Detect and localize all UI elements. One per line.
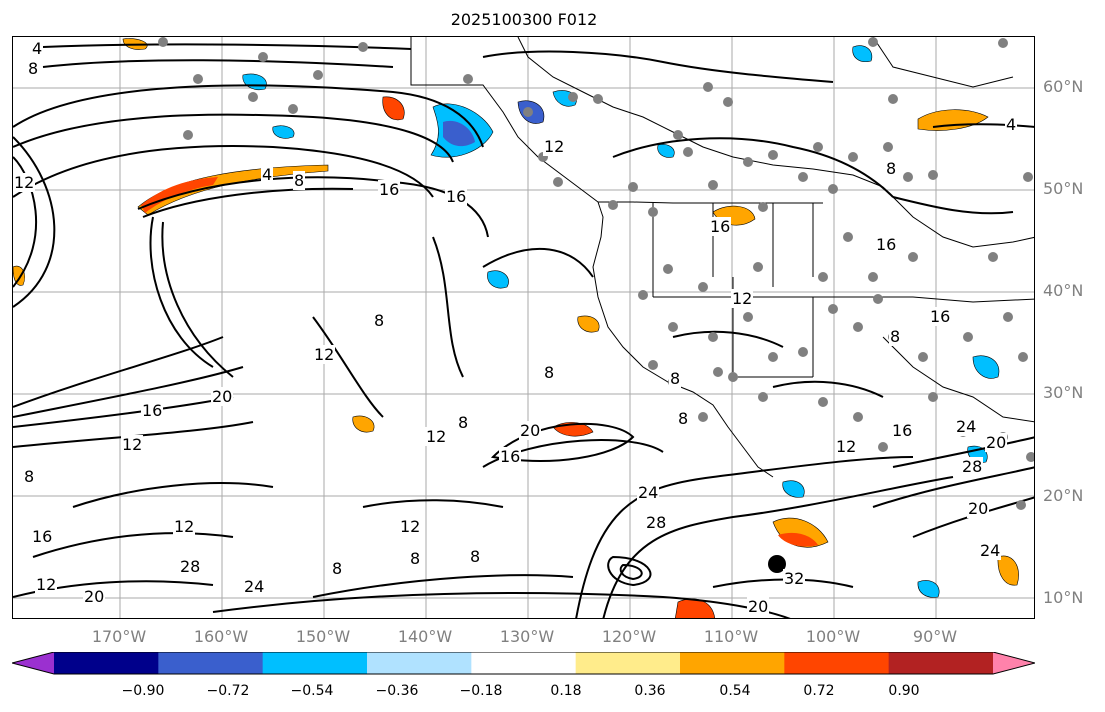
contour-label: 12 bbox=[313, 345, 336, 364]
contour-label: 12 bbox=[731, 289, 754, 308]
contour-label: 16 bbox=[141, 401, 164, 420]
contour-label: 16 bbox=[445, 187, 468, 206]
contour-label: 16 bbox=[499, 447, 522, 466]
colorbar-segment bbox=[54, 652, 159, 674]
contour-label: 8 bbox=[543, 363, 556, 382]
colorbar-tick-label: −0.54 bbox=[290, 683, 334, 699]
contour-label: 24 bbox=[637, 483, 660, 502]
latitude-label: 10°N bbox=[1043, 588, 1084, 607]
contour-label: 8 bbox=[373, 311, 386, 330]
contour-label: 28 bbox=[961, 457, 984, 476]
longitude-label: 170°W bbox=[91, 627, 147, 646]
contour-label: 8 bbox=[885, 159, 898, 178]
latitude-label: 60°N bbox=[1043, 77, 1084, 96]
contour-label: 8 bbox=[677, 409, 690, 428]
tropical-cyclone-marker bbox=[768, 555, 786, 573]
colorbar-tick-label: 0.90 bbox=[888, 683, 920, 699]
longitude-label: 140°W bbox=[397, 627, 453, 646]
contour-label: 24 bbox=[243, 577, 266, 596]
contour-label: 8 bbox=[23, 467, 36, 486]
contour-label: 20 bbox=[747, 597, 770, 616]
colorbar-segment bbox=[471, 652, 577, 674]
contour-label: 12 bbox=[121, 435, 144, 454]
colorbar-tick-label: −0.72 bbox=[206, 683, 250, 699]
colorbar-tick-label: 0.18 bbox=[550, 683, 582, 699]
colorbar-tick-label: 0.36 bbox=[634, 683, 666, 699]
map-canvas bbox=[13, 37, 1034, 618]
contour-label: 8 bbox=[889, 327, 902, 346]
longitude-label: 100°W bbox=[805, 627, 861, 646]
contour-label: 32 bbox=[783, 569, 806, 588]
longitude-label: 120°W bbox=[601, 627, 657, 646]
shaded-field bbox=[13, 38, 1019, 618]
latitude-label: 30°N bbox=[1043, 383, 1084, 402]
contour-label: 8 bbox=[293, 171, 306, 190]
latitude-label: 20°N bbox=[1043, 486, 1084, 505]
contour-label: 20 bbox=[967, 499, 990, 518]
colorbar-extend-low bbox=[12, 652, 54, 674]
contour-label: 12 bbox=[425, 427, 448, 446]
colorbar bbox=[12, 652, 1035, 675]
contour-label: 20 bbox=[211, 387, 234, 406]
contour-label: 4 bbox=[1005, 115, 1018, 134]
colorbar-tick-label: 0.54 bbox=[719, 683, 751, 699]
map-panel: 4 8 4 8 16 16 12 4 8 16 16 12 16 16 24 2… bbox=[12, 36, 1035, 619]
colorbar-segment bbox=[158, 652, 264, 674]
contour-label: 12 bbox=[543, 137, 566, 156]
contour-label: 16 bbox=[929, 307, 952, 326]
longitude-label: 130°W bbox=[499, 627, 555, 646]
contour-label: 12 bbox=[13, 173, 36, 192]
contour-label: 4 bbox=[31, 39, 44, 58]
map-gridlines bbox=[13, 37, 1034, 618]
latitude-label: 40°N bbox=[1043, 281, 1084, 300]
longitude-label: 150°W bbox=[295, 627, 351, 646]
contour-label: 16 bbox=[709, 217, 732, 236]
contour-label: 8 bbox=[331, 559, 344, 578]
colorbar-tick-label: 0.72 bbox=[803, 683, 835, 699]
contour-label: 20 bbox=[985, 433, 1008, 452]
contour-label: 28 bbox=[179, 557, 202, 576]
longitude-label: 90°W bbox=[912, 627, 958, 646]
colorbar-tick-label: −0.18 bbox=[459, 683, 503, 699]
contour-label: 12 bbox=[835, 437, 858, 456]
colorbar-segment bbox=[784, 652, 890, 674]
colorbar-outline bbox=[12, 652, 1035, 675]
contour-label: 16 bbox=[378, 180, 401, 199]
longitude-label: 110°W bbox=[703, 627, 759, 646]
contour-label: 8 bbox=[409, 549, 422, 568]
contour-label: 8 bbox=[27, 59, 40, 78]
contour-label: 20 bbox=[83, 587, 106, 606]
latitude-label: 50°N bbox=[1043, 179, 1084, 198]
map-title: 2025100300 F012 bbox=[450, 10, 598, 29]
contour-label: 28 bbox=[645, 513, 668, 532]
contour-label: 4 bbox=[261, 165, 274, 184]
colorbar-segment bbox=[680, 652, 785, 674]
colorbar-segment bbox=[575, 652, 681, 674]
contour-label: 8 bbox=[469, 547, 482, 566]
colorbar-segment bbox=[367, 652, 472, 674]
contour-label: 16 bbox=[31, 527, 54, 546]
colorbar-tick-label: −0.36 bbox=[375, 683, 419, 699]
colorbar-segment bbox=[262, 652, 368, 674]
contour-label: 16 bbox=[891, 421, 914, 440]
contour-label: 12 bbox=[399, 517, 422, 536]
contour-label: 8 bbox=[669, 369, 682, 388]
colorbar-tick-label: −0.90 bbox=[121, 683, 165, 699]
contour-label: 12 bbox=[35, 575, 58, 594]
contour-label: 8 bbox=[457, 413, 470, 432]
contour-label: 16 bbox=[875, 235, 898, 254]
colorbar-extend-high bbox=[993, 652, 1035, 674]
contour-label: 12 bbox=[173, 517, 196, 536]
contour-label: 24 bbox=[955, 417, 978, 436]
longitude-label: 160°W bbox=[193, 627, 249, 646]
contour-label: 20 bbox=[519, 421, 542, 440]
colorbar-segment bbox=[888, 652, 994, 674]
contour-lines bbox=[13, 43, 1034, 618]
contour-label: 24 bbox=[979, 541, 1002, 560]
